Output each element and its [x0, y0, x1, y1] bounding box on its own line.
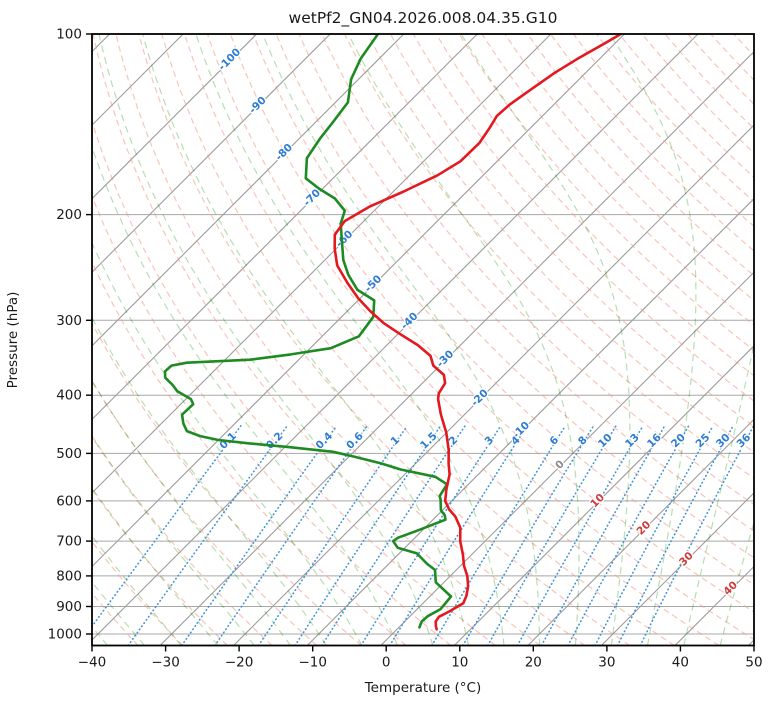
moist-adiabat-lines: [92, 34, 754, 646]
x-tick-label: 20: [525, 655, 542, 671]
isotherm-label: -100: [216, 46, 243, 73]
plot-area: -100-90-80-70-60-50-40-30-20-10010203040…: [48, 27, 763, 671]
mixing-ratio-label: 3: [483, 434, 497, 448]
isotherm-label: -90: [247, 94, 269, 116]
x-tick-label: −20: [225, 655, 254, 671]
y-tick-label: 200: [56, 207, 82, 223]
x-tick-label: 40: [672, 655, 689, 671]
isotherm-label: -80: [273, 141, 295, 163]
x-tick-label: −40: [78, 655, 107, 671]
mixing-ratio-label: 25: [694, 431, 713, 450]
mixing-ratio-lines: [92, 425, 754, 646]
y-tick-label: 100: [56, 27, 82, 43]
sounding-curves: [163, 34, 623, 631]
y-tick-label: 400: [56, 388, 82, 404]
isotherm-label: 20: [634, 519, 653, 538]
mixing-ratio-label: 10: [596, 431, 615, 450]
isotherm-label: 0: [553, 458, 567, 472]
y-tick-label: 500: [56, 446, 82, 462]
y-tick-label: 1000: [48, 627, 82, 643]
mixing-ratio-label: 36: [734, 431, 753, 450]
y-axis-title: Pressure (hPa): [5, 292, 21, 389]
x-tick-label: 30: [598, 655, 615, 671]
plot-border: [91, 33, 755, 647]
isotherm-label: -50: [362, 273, 384, 295]
mixing-ratio-label: 20: [669, 431, 688, 450]
x-tick-label: 0: [382, 655, 391, 671]
y-tick-label: 800: [56, 568, 82, 584]
isotherm-label: 10: [588, 491, 607, 510]
x-axis-title: Temperature (°C): [364, 680, 482, 696]
y-tick-label: 700: [56, 534, 82, 550]
x-tick-label: 50: [745, 655, 762, 671]
mixing-ratio-label: 16: [645, 431, 664, 450]
temperature-curve: [333, 34, 623, 631]
isotherm-label: -40: [399, 310, 421, 332]
isotherm-label: -20: [469, 387, 491, 409]
x-tick-label: −10: [298, 655, 327, 671]
mixing-ratio-label: 30: [714, 431, 733, 450]
dry-adiabat-lines: [92, 34, 754, 646]
x-tick-label: 10: [451, 655, 468, 671]
isotherm-lines: [92, 34, 754, 646]
dewpoint-curve: [163, 34, 453, 629]
y-tick-label: 300: [56, 313, 82, 329]
y-tick-label: 900: [56, 599, 82, 615]
mixing-ratio-label: 0.6: [344, 430, 366, 452]
mixing-ratio-label: 1.5: [418, 430, 440, 452]
isobar-lines: [92, 34, 754, 635]
y-tick-label: 600: [56, 493, 82, 509]
isotherm-label: -30: [434, 348, 456, 370]
line-labels: -100-90-80-70-60-50-40-30-20-10010203040…: [215, 45, 754, 599]
mixing-ratio-label: 8: [576, 434, 590, 448]
mixing-ratio-label: 0.4: [314, 430, 336, 452]
chart-title: wetPf2_GN04.2026.008.04.35.G10: [289, 9, 558, 28]
x-tick-label: −30: [151, 655, 180, 671]
